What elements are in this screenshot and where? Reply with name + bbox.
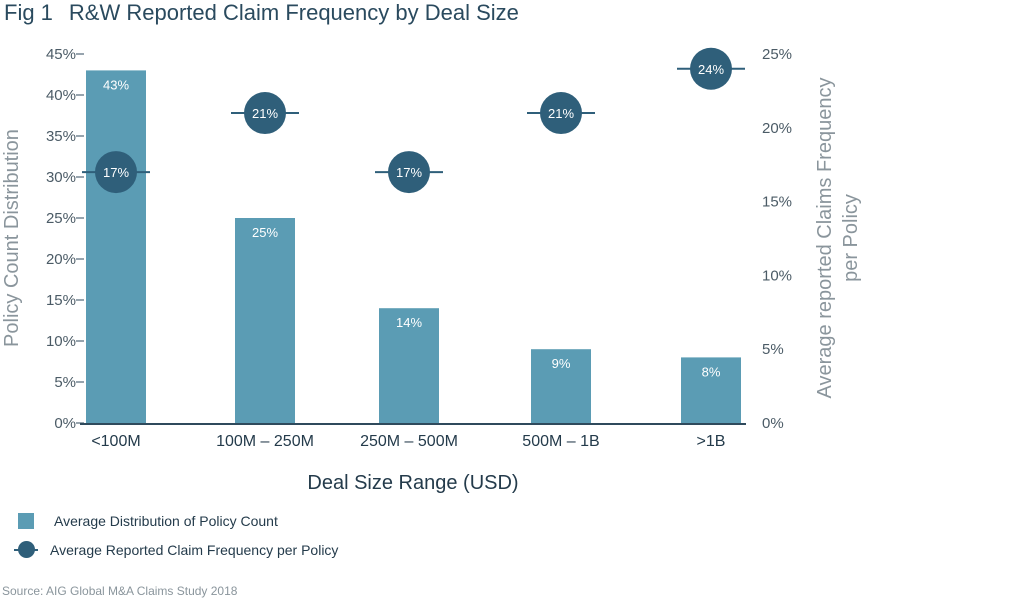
category-label: 250M – 500M — [360, 433, 458, 450]
dot-series: 17% 21% 17% 21% 24% — [82, 47, 745, 194]
x-axis-title: Deal Size Range (USD) — [307, 472, 518, 494]
right-tick-label: 25% — [762, 46, 792, 63]
dot-value-label: 17% — [103, 165, 129, 180]
legend-dot-swatch — [14, 541, 38, 559]
bar — [531, 349, 591, 423]
left-tick-label: 45% — [46, 46, 76, 63]
source-note: Source: AIG Global M&A Claims Study 2018 — [2, 584, 238, 598]
dot-marker — [388, 151, 430, 194]
chart: 0% 5% 10% 15% 20% 25% 30% 35% 40% 45% 0% 5% 10% 15% 2… — [1, 46, 862, 494]
bar-value-label: 43% — [103, 77, 129, 92]
bar-value-label: 9% — [552, 356, 571, 371]
left-tick-label: 15% — [46, 292, 76, 309]
right-tick-label: 5% — [762, 341, 784, 358]
legend-bar-swatch — [18, 513, 34, 529]
dot-marker — [244, 92, 286, 135]
legend-item-dot: Average Reported Claim Frequency per Pol… — [14, 541, 338, 559]
bar-value-label: 8% — [702, 364, 721, 379]
left-tick-label: 0% — [54, 415, 76, 432]
category-label: 100M – 250M — [216, 433, 314, 450]
legend-item-bar: Average Distribution of Policy Count — [14, 513, 278, 529]
dot-marker — [95, 151, 137, 194]
bar — [681, 357, 741, 423]
bar — [86, 70, 146, 424]
right-axis-ticks: 0% 5% 10% 15% 20% 25% — [762, 46, 792, 432]
bar-value-label: 14% — [396, 315, 422, 330]
right-tick-label: 20% — [762, 120, 792, 137]
left-axis-title: Policy Count Distribution — [1, 129, 23, 347]
right-tick-label: 15% — [762, 194, 792, 211]
category-label: 500M – 1B — [522, 433, 599, 450]
left-tick-label: 10% — [46, 333, 76, 350]
figure-number: Fig 1 — [4, 0, 53, 25]
dot-value-label: 24% — [698, 62, 724, 77]
left-tick-label: 25% — [46, 210, 76, 227]
left-axis-ticks: 0% 5% 10% 15% 20% 25% 30% 35% 40% 45% — [46, 46, 84, 432]
dot-value-label: 21% — [252, 106, 278, 121]
figure-title-text: R&W Reported Claim Frequency by Deal Siz… — [68, 0, 519, 25]
category-label: <100M — [91, 433, 140, 450]
left-tick-label: 5% — [54, 374, 76, 391]
right-axis-title-line1: Average reported Claims Frequency — [814, 78, 836, 399]
right-tick-label: 10% — [762, 267, 792, 284]
left-tick-label: 40% — [46, 87, 76, 104]
legend-dot-label: Average Reported Claim Frequency per Pol… — [50, 542, 339, 558]
right-axis-title-line2: per Policy — [840, 194, 862, 282]
dot-marker — [540, 92, 582, 135]
category-labels: <100M 100M – 250M 250M – 500M 500M – 1B >1B — [91, 433, 725, 450]
bar-series: 43% 25% 14% 9% 8% — [86, 70, 741, 424]
left-tick-label: 20% — [46, 251, 76, 268]
bar — [235, 218, 295, 423]
dot-value-label: 21% — [548, 106, 574, 121]
bar-value-label: 25% — [252, 225, 278, 240]
bar — [379, 308, 439, 423]
dot-value-label: 17% — [396, 165, 422, 180]
figure-title: Fig 1 R&W Reported Claim Frequency by Dea… — [4, 0, 519, 26]
category-label: >1B — [697, 433, 726, 450]
legend-bar-label: Average Distribution of Policy Count — [54, 513, 278, 529]
dot-marker — [690, 47, 732, 90]
left-tick-label: 35% — [46, 128, 76, 145]
left-tick-label: 30% — [46, 169, 76, 186]
right-tick-label: 0% — [762, 415, 784, 432]
